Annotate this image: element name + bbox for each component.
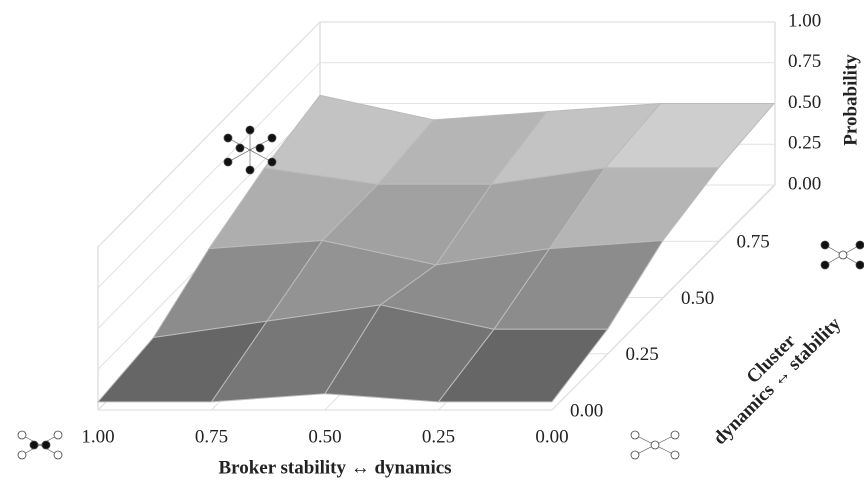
y-axis-title: dynamics ↔ stability bbox=[709, 313, 845, 449]
z-tick-label: 0.00 bbox=[788, 173, 821, 194]
x-tick-label: 0.25 bbox=[422, 426, 455, 447]
y-tick-label: 0.00 bbox=[570, 400, 603, 421]
y-tick-label: 0.25 bbox=[626, 344, 659, 365]
z-tick-label: 1.00 bbox=[788, 10, 821, 31]
z-tick-label: 0.50 bbox=[788, 92, 821, 113]
z-tick-label: 0.25 bbox=[788, 133, 821, 154]
surface bbox=[98, 95, 774, 402]
z-tick-label: 0.75 bbox=[788, 51, 821, 72]
x-tick-label: 0.00 bbox=[535, 426, 568, 447]
network-icon bbox=[821, 241, 864, 269]
y-tick-label: 0.75 bbox=[737, 232, 770, 253]
x-tick-label: 0.50 bbox=[308, 426, 341, 447]
x-tick-label: 0.75 bbox=[195, 426, 228, 447]
y-tick-label: 0.50 bbox=[681, 288, 714, 309]
network-icon bbox=[18, 431, 62, 459]
x-axis-title: Broker stability ↔ dynamics bbox=[218, 457, 451, 478]
chart: Broker stability ↔ dynamics Probability … bbox=[0, 0, 864, 485]
z-axis-title: Probability bbox=[840, 54, 861, 146]
x-tick-label: 1.00 bbox=[81, 426, 114, 447]
network-icon bbox=[631, 431, 679, 459]
